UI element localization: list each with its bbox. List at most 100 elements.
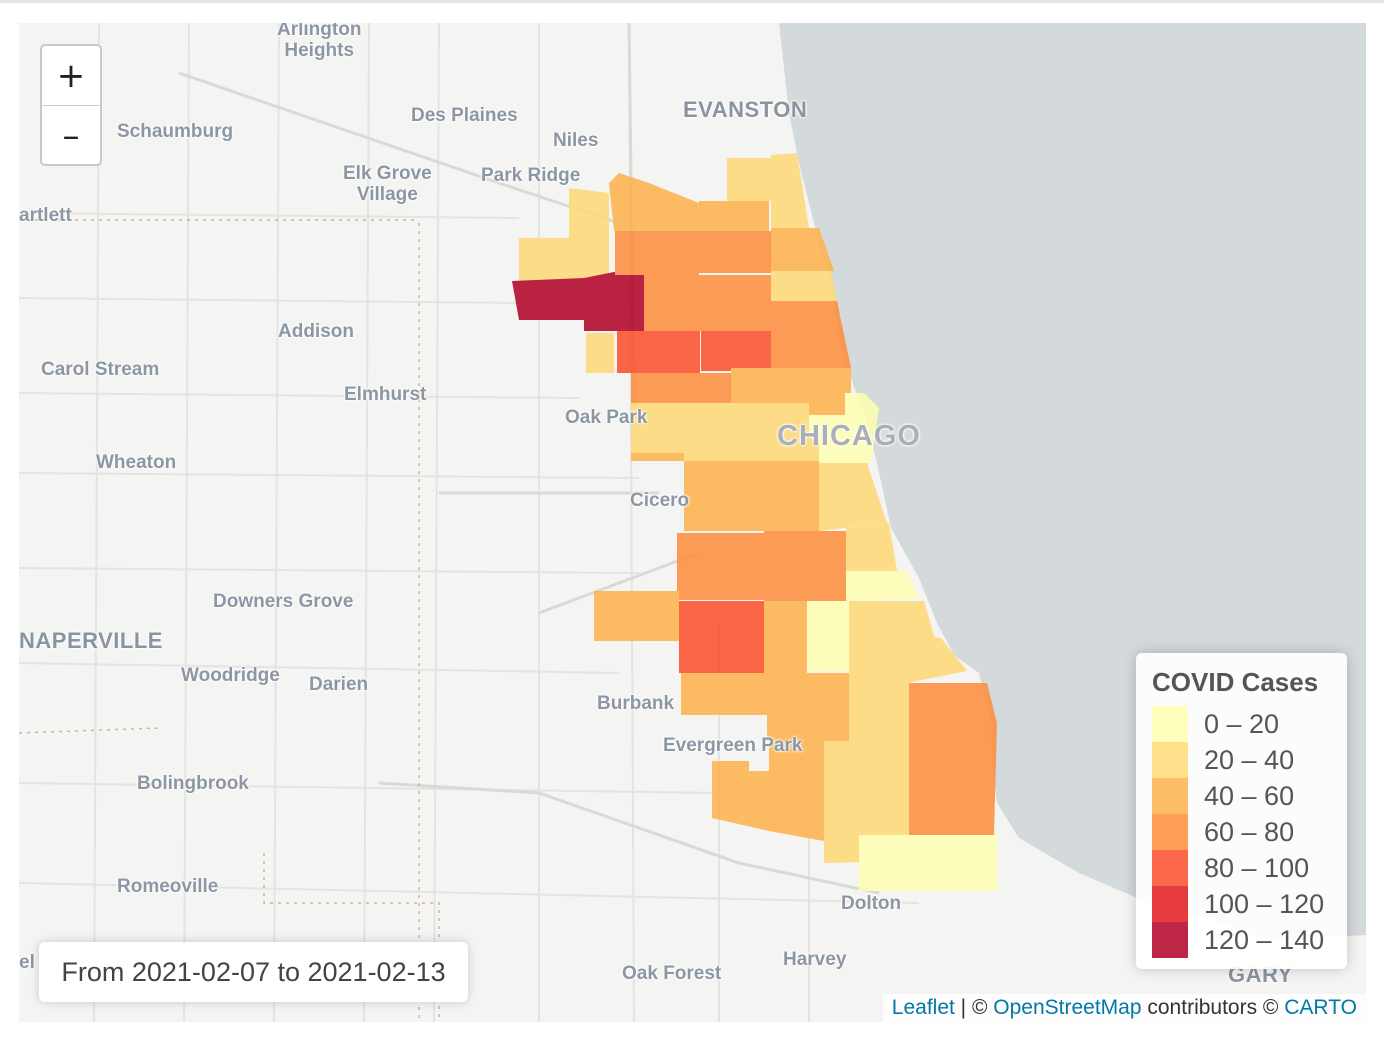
zip-60659[interactable]: [771, 228, 834, 271]
legend-row: 60 – 80: [1152, 814, 1331, 850]
legend-row: 80 – 100: [1152, 850, 1331, 886]
legend: COVID Cases 0 – 20 20 – 40 40 – 60 60 – 80 8…: [1136, 653, 1347, 969]
label-carol-stream: Carol Stream: [41, 359, 160, 380]
label-schaumburg: Schaumburg: [117, 121, 234, 142]
zip-60607[interactable]: [819, 423, 867, 468]
legend-swatch: [1152, 706, 1188, 742]
leaflet-link[interactable]: Leaflet: [891, 996, 955, 1019]
carto-link[interactable]: CARTO: [1284, 996, 1357, 1019]
legend-label: 60 – 80: [1204, 816, 1295, 847]
label-naperville: NAPERVILLE: [19, 628, 163, 653]
legend-label: 80 – 100: [1204, 852, 1310, 883]
label-oak-forest: Oak Forest: [622, 963, 722, 984]
zip-60617[interactable]: [909, 683, 997, 835]
label-niles: Niles: [553, 130, 599, 151]
legend-label: 20 – 40: [1204, 744, 1295, 775]
label-park-ridge: Park Ridge: [481, 165, 581, 186]
label-addison: Addison: [278, 321, 354, 342]
date-range-box: From 2021-02-07 to 2021-02-13: [39, 942, 468, 1002]
label-woodridge: Woodridge: [181, 665, 280, 686]
zoom-control: + –: [40, 44, 102, 166]
attribution-sep: | ©: [954, 996, 994, 1019]
zip-60629[interactable]: [679, 601, 764, 673]
legend-swatch: [1152, 922, 1188, 958]
label-gary: GARY: [1228, 962, 1293, 987]
label-elk-grove-village: Elk Grove Village: [343, 163, 432, 205]
legend-row: 120 – 140: [1152, 922, 1331, 958]
map-container[interactable]: Arlington Heights Schaumburg Des Plaines…: [19, 23, 1366, 1022]
zip-60640[interactable]: [771, 271, 837, 301]
label-bolingbrook: Bolingbrook: [137, 773, 249, 794]
roads: [19, 23, 920, 1022]
zip-60631[interactable]: [519, 188, 609, 281]
zip-60633[interactable]: [949, 835, 997, 868]
label-dolton: Dolton: [841, 893, 902, 914]
zip-60632[interactable]: [677, 533, 764, 600]
legend-label: 0 – 20: [1204, 708, 1280, 739]
attribution-mid: contributors ©: [1141, 996, 1285, 1019]
label-wheaton: Wheaton: [96, 452, 177, 473]
zip-60626b[interactable]: [771, 153, 809, 228]
zip-60645[interactable]: [699, 201, 769, 231]
legend-row: 40 – 60: [1152, 778, 1331, 814]
zip-60621[interactable]: [807, 601, 849, 671]
zip-60626[interactable]: [727, 158, 771, 201]
label-romeoville: Romeoville: [117, 876, 219, 897]
legend-title: COVID Cases: [1152, 667, 1319, 697]
label-bartlett: artlett: [19, 205, 72, 226]
zip-60638[interactable]: [594, 591, 679, 641]
zip-60616[interactable]: [819, 463, 887, 531]
zip-60636[interactable]: [764, 601, 807, 673]
legend-label: 120 – 140: [1204, 924, 1325, 955]
zip-60649[interactable]: [907, 633, 967, 683]
label-burbank: Burbank: [597, 693, 675, 714]
legend-row: 20 – 40: [1152, 742, 1331, 778]
zip-60666[interactable]: [512, 271, 644, 331]
zip-60630[interactable]: [615, 231, 699, 275]
choropleth-layer: [512, 153, 997, 891]
legend-label: 100 – 120: [1204, 888, 1325, 919]
zip-60656[interactable]: [586, 333, 614, 373]
zip-60609[interactable]: [764, 531, 846, 601]
label-elmhurst: Elmhurst: [344, 384, 427, 405]
label-chicago: CHICAGO: [777, 420, 921, 452]
zip-60652[interactable]: [681, 673, 767, 715]
label-oak-park: Oak Park: [565, 407, 648, 428]
legend-swatch: [1152, 814, 1188, 850]
zip-60618[interactable]: [644, 275, 771, 331]
zip-60615[interactable]: [846, 571, 919, 601]
legend-swatch: [1152, 886, 1188, 922]
legend-row: 0 – 20: [1152, 706, 1331, 742]
zip-60653[interactable]: [846, 523, 897, 571]
zoom-out-button[interactable]: –: [62, 115, 80, 156]
legend-row: 100 – 120: [1152, 886, 1331, 922]
zip-60620[interactable]: [767, 673, 849, 741]
attribution: Leaflet | © OpenStreetMap contributors ©…: [882, 994, 1366, 1022]
zip-60646[interactable]: [609, 173, 699, 231]
legend-rows: 0 – 20 20 – 40 40 – 60 60 – 80 80 – 100 100 –…: [1152, 706, 1331, 958]
zip-60644[interactable]: [631, 453, 684, 461]
label-evergreen-park: Evergreen Park: [663, 735, 803, 756]
zip-60634[interactable]: [617, 331, 700, 373]
legend-swatch: [1152, 850, 1188, 886]
zip-60625[interactable]: [699, 231, 771, 273]
label-evanston: EVANSTON: [683, 97, 808, 122]
label-cicero: Cicero: [630, 490, 690, 511]
label-arlington-heights: Arlington Heights: [277, 23, 362, 61]
county-lines: [19, 219, 440, 1022]
legend-swatch: [1152, 778, 1188, 814]
label-harvey: Harvey: [783, 949, 847, 970]
zip-60641[interactable]: [701, 331, 771, 371]
zip-60608[interactable]: [759, 463, 821, 531]
zip-60628[interactable]: [824, 741, 909, 863]
legend-label: 40 – 60: [1204, 780, 1295, 811]
zoom-in-button[interactable]: +: [42, 46, 100, 106]
zip-60643[interactable]: [712, 741, 824, 841]
label-downers-grove: Downers Grove: [213, 591, 354, 612]
label-elgin-fragment: el: [19, 952, 35, 973]
zip-60613[interactable]: [771, 301, 851, 368]
osm-link[interactable]: OpenStreetMap: [993, 996, 1142, 1019]
zip-60619[interactable]: [849, 653, 909, 741]
label-des-plaines: Des Plaines: [411, 105, 518, 126]
label-darien: Darien: [309, 674, 369, 695]
